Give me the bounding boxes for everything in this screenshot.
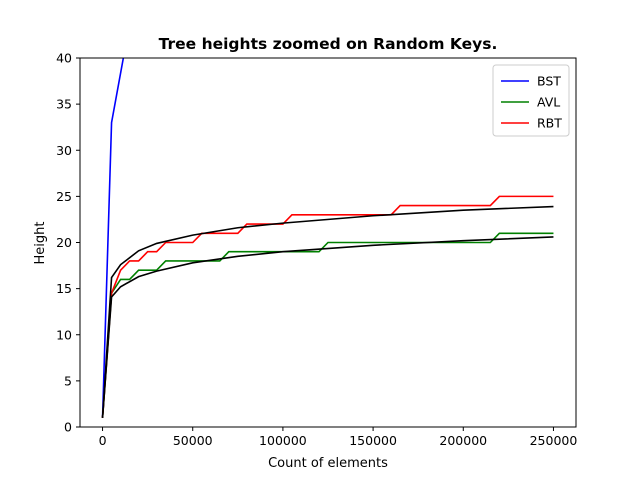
y-tick-label: 10 — [56, 327, 72, 342]
series-line-bst — [101, 58, 125, 418]
y-tick-label: 40 — [56, 51, 72, 66]
legend-label-rbt: RBT — [537, 116, 562, 131]
y-tick-label: 30 — [56, 143, 72, 158]
x-tick-label: 0 — [99, 433, 107, 448]
fit-curve-1 — [101, 205, 554, 418]
series-line-avl — [101, 232, 554, 418]
x-tick-label: 100000 — [259, 433, 307, 448]
fit-curve-2 — [101, 236, 554, 418]
y-tick-label: 0 — [64, 420, 72, 435]
y-tick-label: 15 — [56, 281, 72, 296]
x-tick-label: 200000 — [439, 433, 487, 448]
chart-title: Tree heights zoomed on Random Keys. — [159, 35, 498, 53]
y-tick-label: 25 — [56, 189, 72, 204]
series-line-rbt — [101, 195, 554, 418]
legend: BST AVL RBT — [492, 64, 570, 137]
legend-label-bst: BST — [537, 74, 561, 89]
y-axis-label: Height — [33, 222, 48, 265]
x-tick-label: 250000 — [530, 433, 578, 448]
y-tick-label: 20 — [56, 235, 72, 250]
legend-label-avl: AVL — [537, 95, 560, 110]
x-tick-label: 150000 — [349, 433, 397, 448]
y-tick-label: 35 — [56, 97, 72, 112]
y-tick-label: 5 — [64, 373, 72, 388]
x-tick-label: 50000 — [173, 433, 213, 448]
x-axis-label: Count of elements — [268, 456, 388, 471]
legend-box — [492, 64, 570, 137]
y-axis: 0 5 10 15 20 25 30 35 40 — [56, 51, 80, 435]
x-axis: 0 50000 100000 150000 200000 250000 — [99, 427, 578, 448]
